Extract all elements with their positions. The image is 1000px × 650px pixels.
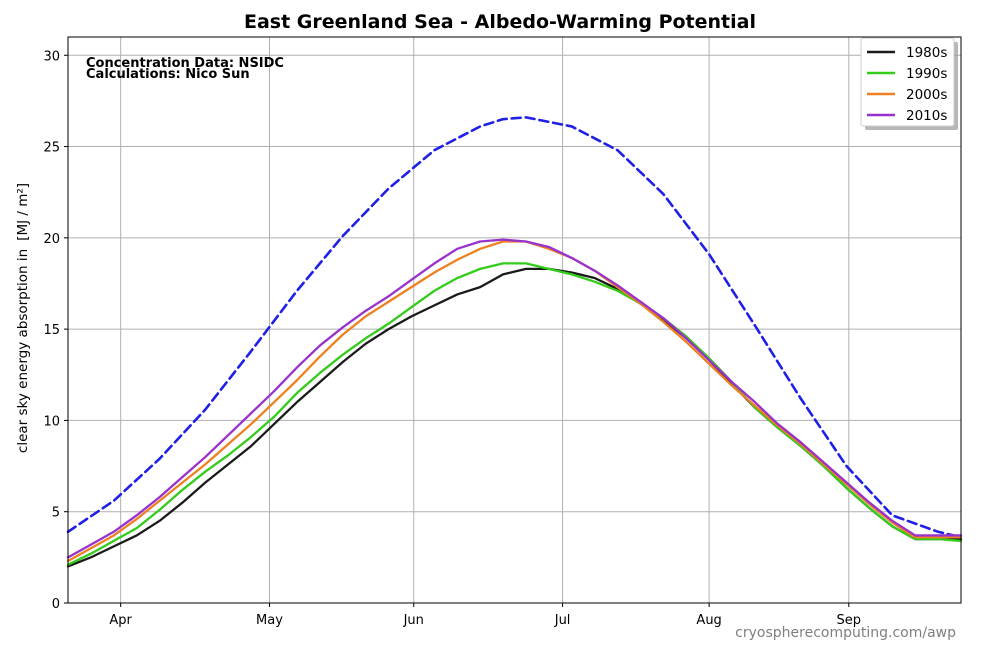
legend-label-2000s: 2000s [906,87,947,103]
chart-title: East Greenland Sea - Albedo-Warming Pote… [244,11,756,33]
y-tick-label: 25 [43,141,60,156]
y-tick-label: 30 [43,49,60,64]
x-tick-label: Aug [696,613,721,628]
annotation-concentration-data: Concentration Data: NSIDC [86,56,284,71]
y-axis-label: clear sky energy absorption in [MJ / m²] [15,183,31,453]
legend-label-1990s: 1990s [906,66,947,82]
series-lines [66,116,963,568]
annotation-calculations: Calculations: Nico Sun [86,67,250,82]
y-axis-label-text: clear sky energy absorption in [15,249,31,453]
x-tick-label: Jul [554,613,571,628]
x-tick-label: Jun [403,613,424,628]
y-tick-label: 15 [43,323,60,338]
series-line-2010s [66,238,963,559]
legend-label-1980s: 1980s [906,45,947,61]
legend-items: 1980s 1990s 2000s 2010s [867,45,947,124]
y-tick-label: 5 [52,506,60,521]
x-tick-label: Sep [837,613,862,628]
legend-box [860,37,955,127]
y-tick-label: 20 [43,232,60,247]
plot-frame [67,36,962,604]
legend: 1980s 1990s 2000s 2010s [860,37,958,130]
y-tick-label: 0 [52,597,60,612]
y-tick-label: 10 [43,414,60,429]
watermark: cryospherecomputing.com/awp [735,625,956,641]
x-tick-label: Apr [109,613,132,628]
axes: 0 5 10 15 20 25 30 Apr May Jun Jul Aug Sep [43,36,962,628]
x-tick-label: May [256,613,283,628]
series-line-dashed-0 [66,116,963,539]
y-axis-label-unit: [MJ / m²] [15,183,31,241]
legend-label-2010s: 2010s [906,108,947,124]
series-line-1990s [66,262,963,566]
grid [68,37,961,604]
